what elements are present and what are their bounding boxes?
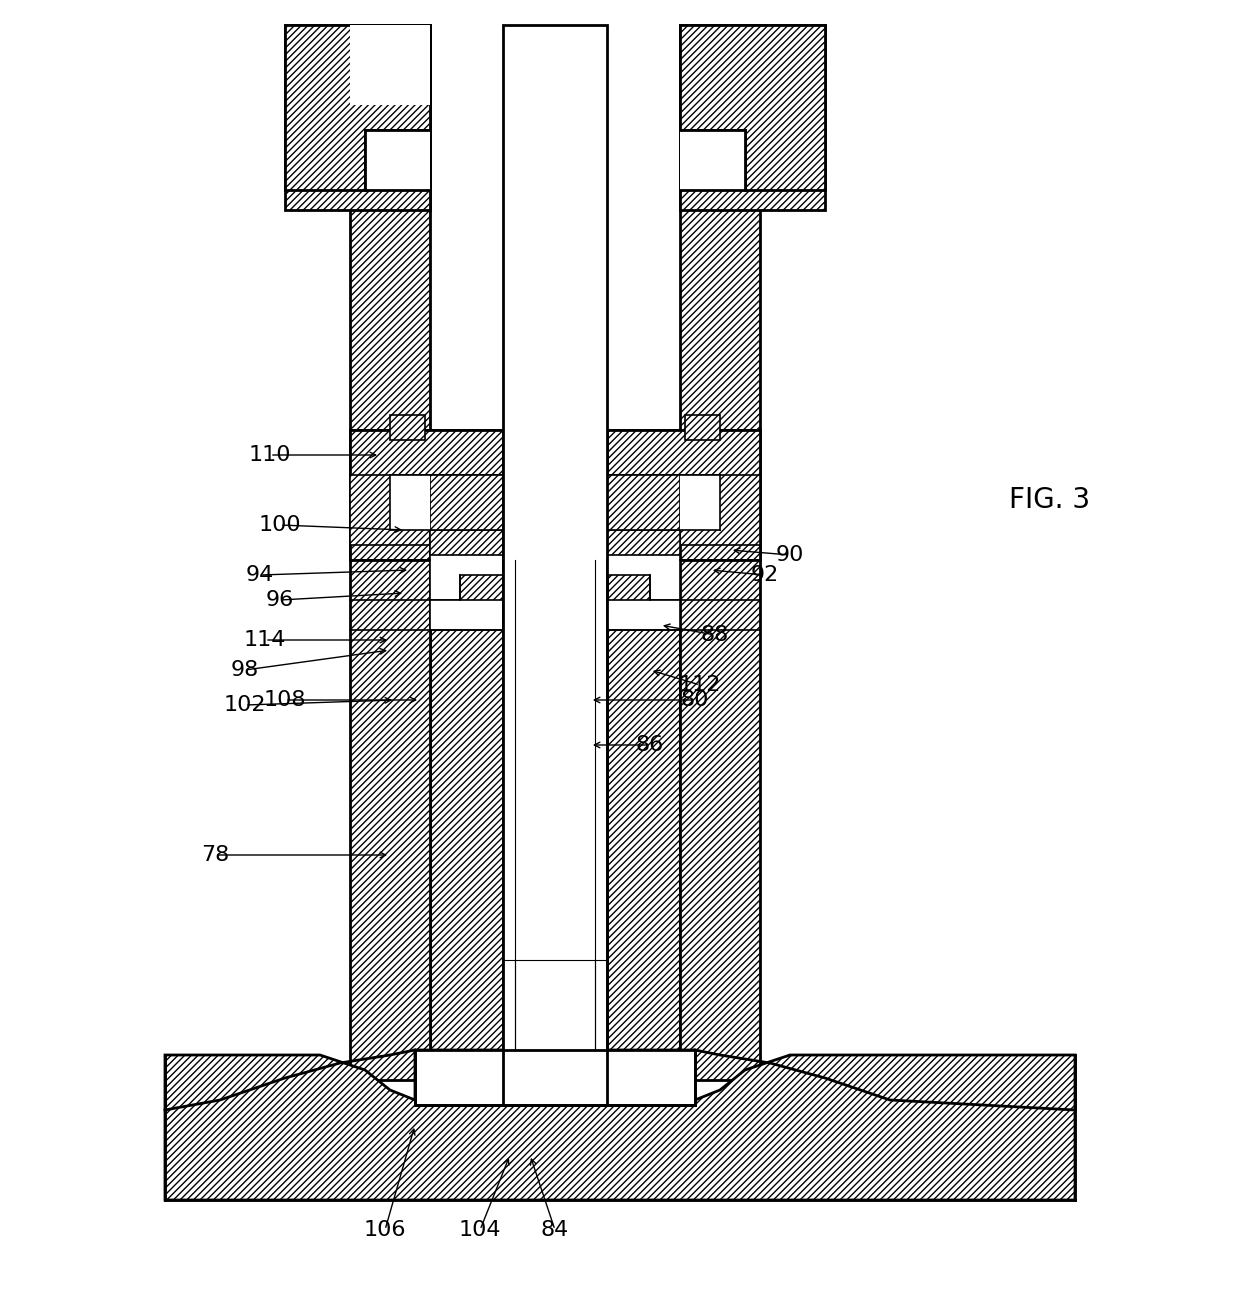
Bar: [608, 530, 680, 560]
Text: 96: 96: [265, 590, 294, 610]
Polygon shape: [430, 475, 503, 530]
Bar: [391, 416, 425, 440]
Text: 108: 108: [264, 690, 306, 711]
Bar: [350, 25, 430, 105]
Bar: [684, 416, 720, 440]
Bar: [503, 1050, 608, 1105]
Text: 98: 98: [231, 659, 259, 680]
Bar: [515, 960, 595, 1050]
Polygon shape: [608, 430, 760, 560]
Text: 102: 102: [223, 695, 267, 714]
Text: 106: 106: [363, 1221, 407, 1240]
Bar: [503, 1050, 608, 1100]
Bar: [680, 475, 720, 530]
Text: 104: 104: [459, 1221, 501, 1240]
Bar: [415, 1050, 694, 1105]
Polygon shape: [350, 25, 430, 430]
Text: FIG. 3: FIG. 3: [1009, 486, 1090, 514]
Polygon shape: [350, 475, 430, 545]
Bar: [415, 1050, 694, 1105]
Text: 112: 112: [678, 675, 722, 695]
Bar: [608, 430, 680, 1080]
Bar: [503, 25, 608, 1075]
Text: 88: 88: [701, 625, 729, 645]
Polygon shape: [285, 25, 430, 210]
Bar: [430, 430, 503, 1080]
Text: 114: 114: [244, 631, 286, 650]
Polygon shape: [165, 1050, 1075, 1200]
Polygon shape: [285, 25, 430, 190]
Text: 92: 92: [751, 565, 779, 585]
Text: 110: 110: [249, 444, 291, 465]
Bar: [350, 430, 430, 1080]
Polygon shape: [680, 25, 760, 430]
Bar: [430, 530, 503, 560]
Bar: [391, 475, 430, 530]
Polygon shape: [430, 555, 503, 600]
Text: 90: 90: [776, 545, 805, 565]
Polygon shape: [608, 475, 680, 530]
Text: 94: 94: [246, 565, 274, 585]
Text: 86: 86: [636, 735, 665, 755]
Polygon shape: [608, 555, 680, 600]
Bar: [608, 600, 680, 631]
Polygon shape: [680, 475, 760, 545]
Text: 78: 78: [201, 846, 229, 865]
Bar: [430, 600, 503, 631]
Polygon shape: [680, 25, 825, 210]
Bar: [365, 130, 430, 190]
Text: 84: 84: [541, 1221, 569, 1240]
Text: 80: 80: [681, 690, 709, 711]
Polygon shape: [680, 25, 825, 190]
Polygon shape: [350, 430, 503, 560]
Text: 100: 100: [259, 515, 301, 535]
Bar: [680, 130, 745, 190]
Bar: [680, 430, 760, 1080]
